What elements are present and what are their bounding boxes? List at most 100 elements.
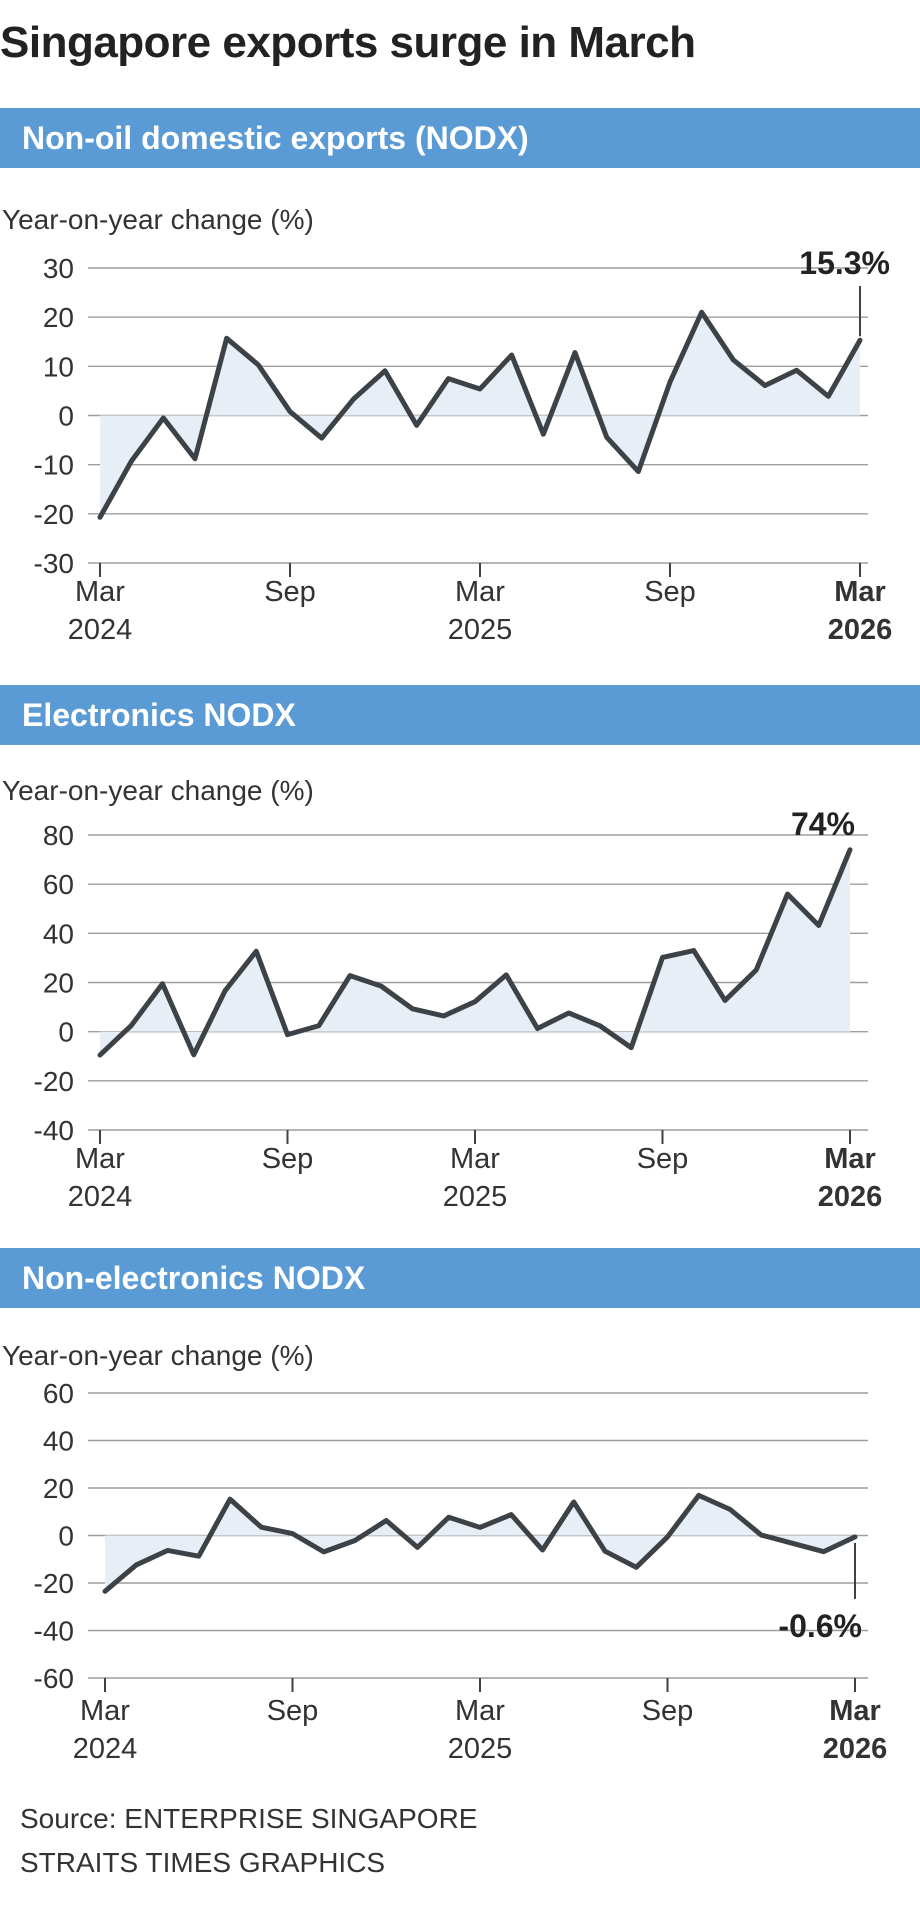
data-point — [193, 456, 198, 461]
data-point — [691, 948, 696, 953]
data-point — [161, 415, 166, 420]
data-point — [196, 1554, 201, 1559]
data-point — [160, 981, 165, 986]
callout-label: 74% — [791, 806, 855, 842]
y-tick-label: -30 — [34, 548, 74, 579]
x-tick-label: Sep — [642, 1695, 694, 1727]
x-tick-year-label: 2025 — [443, 1181, 508, 1213]
data-point — [790, 1541, 795, 1546]
x-tick-label: Mar — [75, 1143, 125, 1175]
nodx-panel: Non-oil domestic exports (NODX) Year-on-… — [0, 108, 920, 668]
data-point — [228, 1497, 233, 1502]
data-point — [794, 368, 799, 373]
y-tick-label: 40 — [43, 1426, 74, 1457]
data-point — [853, 1534, 858, 1539]
data-point — [410, 1006, 415, 1011]
x-tick-label: Sep — [267, 1695, 319, 1727]
data-point — [446, 1515, 451, 1520]
data-point — [288, 409, 293, 414]
data-point — [319, 436, 324, 441]
data-point — [759, 1533, 764, 1538]
data-point — [573, 350, 578, 355]
data-point — [629, 1045, 634, 1050]
y-tick-label: -60 — [34, 1663, 74, 1694]
data-point — [699, 310, 704, 315]
y-tick-label: 10 — [43, 351, 74, 382]
x-tick-label: Sep — [637, 1143, 689, 1175]
data-point — [134, 1562, 139, 1567]
data-point — [636, 469, 641, 474]
y-tick-label: 20 — [43, 1473, 74, 1504]
non-electronics-panel: Non-electronics NODX Year-on-year change… — [0, 1248, 920, 1808]
y-tick-label: 0 — [58, 401, 74, 432]
x-tick-year-label: 2026 — [823, 1733, 888, 1765]
y-tick-label: -10 — [34, 450, 74, 481]
data-point — [129, 1023, 134, 1028]
y-tick-label: -20 — [34, 1066, 74, 1097]
data-point — [478, 1525, 483, 1530]
y-axis-label: Year-on-year change (%) — [2, 775, 314, 806]
x-tick-label: Sep — [644, 576, 696, 608]
data-point — [785, 892, 790, 897]
data-point — [223, 988, 228, 993]
data-point — [256, 362, 261, 367]
x-tick-year-label: 2026 — [818, 1181, 883, 1213]
area-fill — [100, 312, 860, 518]
x-tick-year-label: 2024 — [68, 614, 133, 646]
x-tick-label: Mar — [80, 1695, 130, 1727]
data-point — [728, 1507, 733, 1512]
callout-label: 15.3% — [799, 245, 890, 281]
data-point — [351, 397, 356, 402]
x-tick-label: Sep — [264, 576, 316, 608]
data-point — [603, 1549, 608, 1554]
data-point — [415, 1545, 420, 1550]
data-point — [321, 1549, 326, 1554]
electronics-panel: Electronics NODX Year-on-year change (%)… — [0, 685, 920, 1240]
data-point — [826, 394, 831, 399]
data-point — [259, 1525, 264, 1530]
y-tick-label: 20 — [43, 302, 74, 333]
x-tick-label: Mar — [455, 1695, 505, 1727]
data-point — [254, 949, 259, 954]
data-point — [509, 1512, 514, 1517]
data-point — [504, 972, 509, 977]
y-tick-label: -20 — [34, 1568, 74, 1599]
y-tick-label: 40 — [43, 918, 74, 949]
data-point — [571, 1500, 576, 1505]
data-point — [858, 338, 863, 343]
data-point — [598, 1023, 603, 1028]
x-tick-label: Mar — [455, 576, 505, 608]
data-point — [763, 383, 768, 388]
callout-label: -0.6% — [778, 1608, 862, 1644]
y-tick-label: 20 — [43, 968, 74, 999]
data-point — [446, 376, 451, 381]
y-tick-label: -40 — [34, 1616, 74, 1647]
data-point — [816, 923, 821, 928]
y-tick-label: -20 — [34, 499, 74, 530]
data-point — [509, 353, 514, 358]
x-tick-year-label: 2025 — [448, 1733, 513, 1765]
data-point — [379, 984, 384, 989]
data-point — [224, 336, 229, 341]
data-point — [660, 955, 665, 960]
y-tick-label: 60 — [43, 869, 74, 900]
data-point — [848, 847, 853, 852]
data-point — [316, 1023, 321, 1028]
x-tick-year-label: 2024 — [73, 1733, 138, 1765]
y-axis-label: Year-on-year change (%) — [2, 1340, 314, 1371]
x-tick-year-label: 2025 — [448, 614, 513, 646]
data-point — [535, 1026, 540, 1031]
panel-header: Electronics NODX — [0, 685, 920, 745]
y-axis-label: Year-on-year change (%) — [2, 204, 314, 235]
y-tick-label: 30 — [43, 253, 74, 284]
series-line — [102, 1492, 858, 1594]
y-tick-label: 80 — [43, 820, 74, 851]
area-fill — [105, 1495, 855, 1592]
data-point — [290, 1531, 295, 1536]
y-tick-label: 0 — [58, 1017, 74, 1048]
data-point — [129, 458, 134, 463]
x-tick-label: Sep — [262, 1143, 314, 1175]
data-point — [540, 1547, 545, 1552]
